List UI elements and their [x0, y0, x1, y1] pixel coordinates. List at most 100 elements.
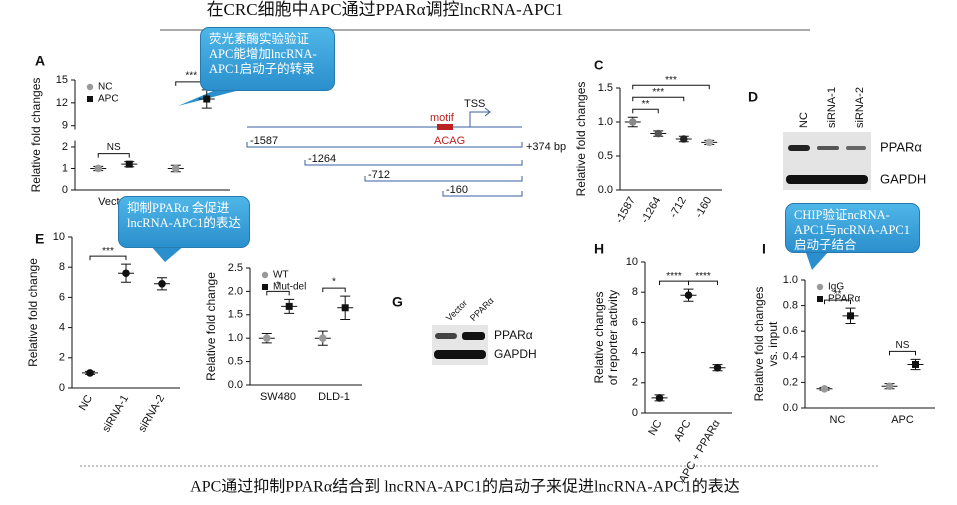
x-tick-label: APC [672, 418, 694, 444]
band [462, 332, 485, 340]
y-tick-label: 0.5 [598, 150, 613, 162]
significance-bracket [824, 299, 851, 305]
legend-label: NC [98, 82, 112, 93]
x-tick-label: SW480 [260, 391, 296, 403]
significance-bracket [688, 280, 718, 286]
band [817, 146, 839, 150]
data-point [655, 394, 664, 402]
motif-box [437, 124, 453, 130]
legend-label: IgG [828, 282, 844, 293]
motif-label: motif [430, 112, 455, 124]
y-tick-label: 2 [59, 352, 65, 364]
band-label: PPARα [494, 328, 533, 342]
callout: 荧光素酶实验验证APC能增加lncRNA-APC1启动子的转录 [200, 27, 335, 91]
band-label: PPARα [880, 139, 922, 154]
y-tick-label: 0.4 [783, 351, 798, 363]
x-tick-label: NC [646, 418, 664, 438]
y-tick-label: 10 [626, 256, 638, 268]
callout: CHIP验证ncRNA-APC1与ncRNA-APC1启动子结合 [785, 203, 920, 253]
y-axis-label: Relative fold change [26, 258, 40, 367]
callout: 抑制PPARα 会促进lncRNA-APC1的表达 [118, 196, 250, 248]
significance-label: ** [642, 99, 650, 110]
significance-label: *** [185, 71, 197, 82]
significance-label: ** [834, 289, 842, 300]
y-tick-label: 0.5 [228, 356, 243, 368]
slide-title: 在CRC细胞中APC通过PPARα调控lncRNA-APC1 [207, 0, 564, 19]
data-point [705, 138, 714, 147]
panel-letter: A [35, 53, 45, 69]
data-point [820, 385, 829, 393]
data-point [885, 382, 894, 391]
data-point [263, 334, 271, 343]
x-tick-label: -160 [693, 195, 714, 220]
band-label: GAPDH [880, 171, 926, 186]
data-point [628, 118, 637, 126]
y-axis-label: Relative changes [592, 291, 606, 383]
significance-label: NS [896, 340, 910, 351]
y-axis-label: vs. input [766, 321, 780, 366]
legend-marker [87, 96, 93, 102]
x-tick-label: siRNA-1 [100, 393, 131, 434]
y-tick-label: 0 [632, 407, 638, 419]
lane-label: Vector [444, 298, 469, 323]
y-tick-label: 4 [59, 322, 65, 334]
construct-label: -1587 [250, 135, 278, 147]
data-point [341, 304, 349, 312]
data-point [122, 269, 130, 278]
legend-label: PPARα [828, 294, 860, 305]
band-label: GAPDH [494, 347, 537, 361]
construct-label: -712 [368, 169, 390, 181]
data-point [654, 129, 663, 138]
significance-bracket [632, 96, 685, 102]
y-tick-label: 0 [59, 382, 65, 394]
tss-label: TSS [464, 98, 485, 110]
significance-bracket [89, 255, 127, 261]
y-tick-label: 15 [56, 74, 68, 86]
x-tick-label: APC [891, 414, 914, 426]
y-tick-label: 2 [632, 377, 638, 389]
significance-bracket [632, 84, 710, 90]
significance-bracket [889, 350, 916, 356]
y-tick-label: 1 [62, 162, 68, 174]
x-tick-label: -712 [667, 195, 688, 220]
x-tick-label: NC [77, 393, 95, 413]
tss-arrow [469, 107, 491, 127]
y-tick-label: 8 [59, 261, 65, 273]
legend-marker [816, 283, 824, 291]
significance-label: * [332, 277, 336, 288]
construct [304, 160, 523, 166]
y-tick-label: 6 [59, 291, 65, 303]
lane-label: PPARα [468, 295, 496, 323]
y-tick-label: 4 [632, 347, 638, 359]
significance-label: **** [666, 271, 682, 282]
significance-bracket [97, 153, 130, 158]
legend-label: WT [273, 270, 289, 281]
panel-letter: H [594, 241, 604, 257]
lane-label: NC [798, 112, 810, 128]
data-point [158, 280, 166, 288]
legend-marker [261, 271, 269, 279]
y-tick-label: 12 [56, 97, 68, 109]
y-tick-label: 1.5 [228, 309, 243, 321]
lane-label: siRNA-1 [826, 87, 838, 128]
data-point [94, 164, 103, 173]
construct [364, 176, 523, 182]
y-tick-label: 9 [62, 120, 68, 132]
y-tick-label: 8 [632, 286, 638, 298]
band [434, 350, 486, 359]
panel-letter: G [392, 294, 403, 310]
band [435, 333, 457, 339]
construct-label: -1264 [308, 153, 336, 165]
y-tick-label: 1.0 [598, 116, 613, 128]
significance-label: **** [695, 271, 711, 282]
data-point [912, 360, 919, 368]
band [786, 175, 868, 184]
motif-site: ACAG [434, 135, 465, 147]
y-axis-label: Relative fold changes [29, 78, 43, 193]
significance-label: NS [107, 142, 121, 153]
callout-pointer [805, 250, 830, 270]
y-tick-label: 1.0 [783, 274, 798, 286]
data-point [847, 312, 854, 320]
